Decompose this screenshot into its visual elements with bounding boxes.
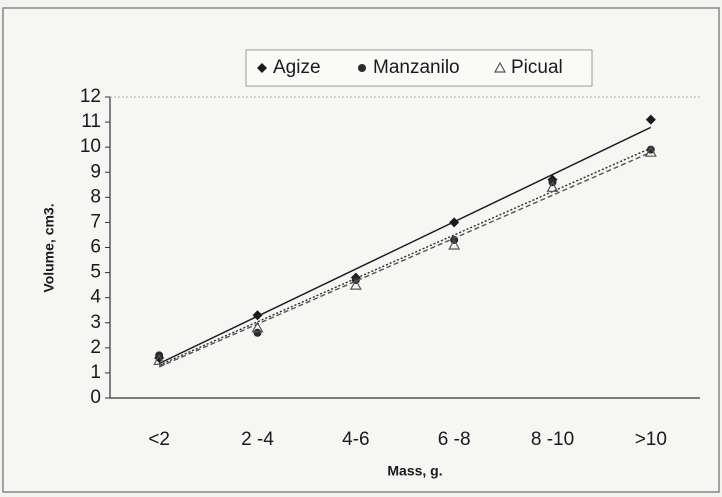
x-tick-label: <2 [148, 429, 170, 450]
point [253, 328, 262, 337]
point [644, 145, 657, 157]
legend-marker [493, 61, 507, 73]
y-tick-label: 9 [90, 161, 101, 182]
trend-line [158, 147, 652, 366]
x-tick-label: 2 -4 [241, 429, 274, 450]
trend-line [158, 126, 652, 365]
point [251, 321, 264, 333]
legend-marker [358, 64, 366, 72]
legend-label: Manzanilo [373, 57, 460, 78]
legend-label: Picual [511, 57, 563, 78]
point [252, 310, 263, 321]
y-tick-label: 7 [90, 211, 101, 232]
y-tick-label: 11 [81, 111, 101, 132]
legend-label: Agize [273, 57, 321, 78]
legend-box [245, 49, 593, 87]
trend-line [158, 151, 652, 368]
y-tick-label: 4 [90, 287, 101, 308]
x-tick-label: 8 -10 [531, 429, 574, 450]
y-tick-label: 12 [80, 86, 101, 107]
y-tick-label: 1 [90, 362, 101, 383]
point [448, 238, 461, 250]
x-tick-label: 6 -8 [438, 429, 471, 450]
y-tick-label: 6 [90, 237, 101, 258]
y-tick-label: 5 [90, 262, 101, 283]
y-tick-label: 8 [90, 186, 101, 207]
x-tick-label: >10 [635, 429, 667, 450]
x-axis-label: Mass, g. [387, 463, 442, 479]
chart-frame [2, 7, 720, 493]
y-tick-label: 2 [90, 337, 101, 358]
y-tick-label: 0 [90, 387, 101, 408]
point [546, 181, 559, 192]
y-axis-label: Volume, cm3. [41, 203, 57, 292]
point [153, 354, 166, 365]
point [449, 217, 460, 228]
point [349, 278, 362, 290]
legend-marker [257, 63, 267, 73]
point [645, 114, 656, 125]
x-tick-label: 4-6 [342, 429, 369, 450]
y-tick-label: 3 [90, 312, 101, 333]
y-tick-label: 10 [80, 136, 101, 157]
